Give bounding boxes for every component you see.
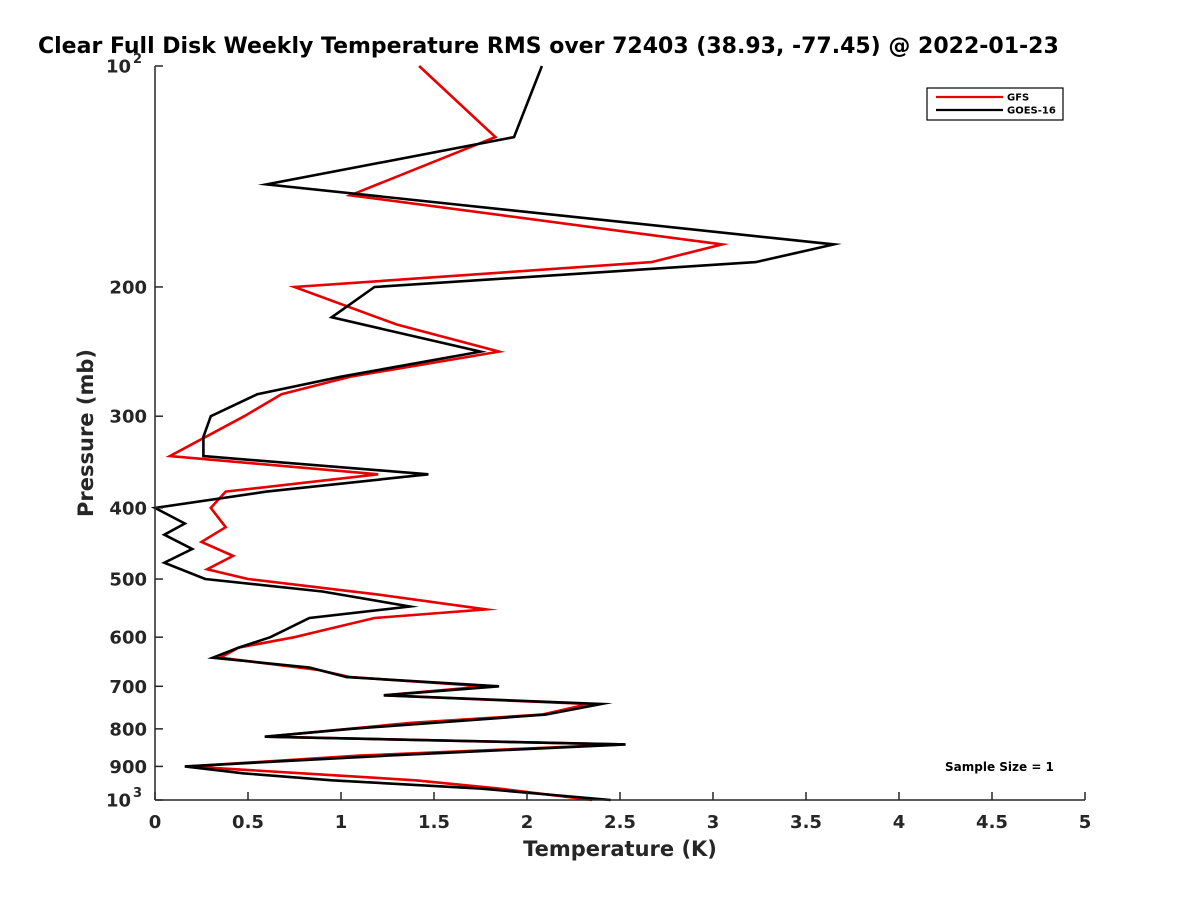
y-tick-label: 200 [109,277,147,298]
x-tick-label: 0.5 [232,812,264,833]
x-axis-label: Temperature (K) [523,837,717,861]
y-tick-label-exponent: 2 [133,52,142,67]
sample-size-annotation: Sample Size = 1 [945,760,1054,774]
y-tick-label: 600 [109,628,147,649]
x-tick-label: 0 [149,812,162,833]
chart-title: Clear Full Disk Weekly Temperature RMS o… [38,34,1059,59]
y-axis-label: Pressure (mb) [74,349,98,517]
plot-background [155,66,1085,800]
x-tick-label: 2.5 [604,812,636,833]
y-tick-label: 300 [109,407,147,428]
series-layer [150,65,842,802]
x-tick-label: 3 [707,812,720,833]
x-tick-label: 1.5 [418,812,450,833]
x-ticks: 0 0.5 1 1.5 2 2.5 3 3.5 4 4.5 5 [149,792,1092,833]
y-tick-label-exponent: 3 [133,786,142,801]
legend: GFS GOES-16 [926,87,1064,121]
y-tick-label: 800 [109,719,147,740]
y-tick-label: 900 [109,757,147,778]
y-tick-label: 500 [109,570,147,591]
x-tick-label: 4.5 [976,812,1008,833]
legend-label-gfs: GFS [1007,93,1029,104]
y-tick-label: 400 [109,498,147,519]
legend-label-goes16: GOES-16 [1007,106,1056,117]
series-line-goes16 [150,65,842,802]
x-tick-label: 5 [1079,812,1092,833]
legend-box [926,87,1064,121]
x-tick-label: 3.5 [790,812,822,833]
y-tick-label-base: 10 [106,57,131,78]
x-tick-label: 1 [335,812,348,833]
x-tick-label: 4 [893,812,906,833]
x-tick-label: 2 [521,812,534,833]
y-tick-label-base: 10 [106,791,131,812]
y-tick-label: 700 [109,677,147,698]
plot-area [155,66,1085,800]
